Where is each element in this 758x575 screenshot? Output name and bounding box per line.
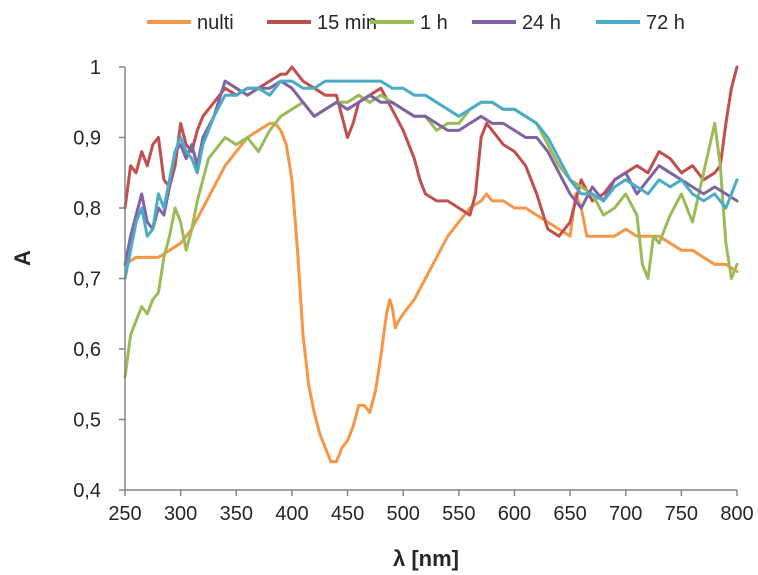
y-tick-label: 1 <box>90 57 101 79</box>
y-axis-title: A <box>10 250 35 266</box>
series-line-1 <box>123 65 739 238</box>
y-tick-label: 0,7 <box>73 269 101 291</box>
x-tick-label: 400 <box>275 503 308 525</box>
x-tick-label: 700 <box>609 503 642 525</box>
legend-label-3: 24 h <box>522 12 561 34</box>
x-tick-label: 550 <box>442 503 475 525</box>
x-tick-label: 500 <box>386 503 419 525</box>
x-tick-label: 300 <box>164 503 197 525</box>
x-axis-title: λ [nm] <box>393 546 459 571</box>
y-tick-label: 0,6 <box>73 339 101 361</box>
plot-area: 0,4 0,5 0,6 0,7 0,8 0,9 1 250 300 350 400 450 500 55… <box>73 57 754 525</box>
y-tick-label: 0,8 <box>73 198 101 220</box>
series-line-4 <box>123 79 739 280</box>
series-line-0 <box>123 121 739 464</box>
x-axis-ticks: 250 300 350 400 450 500 550 600 650 700 750 800 <box>108 490 754 525</box>
y-tick-label: 0,9 <box>73 128 101 150</box>
y-axis-ticks: 0,4 0,5 0,6 0,7 0,8 0,9 1 <box>73 57 125 502</box>
x-tick-label: 450 <box>331 503 364 525</box>
legend-label-1: 15 min <box>317 12 377 34</box>
x-tick-label: 650 <box>553 503 586 525</box>
series-line-3 <box>123 79 739 266</box>
y-tick-label: 0,5 <box>73 410 101 432</box>
x-tick-label: 600 <box>498 503 531 525</box>
series-layer <box>123 65 739 464</box>
legend-label-0: nulti <box>197 12 234 34</box>
y-tick-label: 0,4 <box>73 480 101 502</box>
x-tick-label: 250 <box>108 503 141 525</box>
legend-label-4: 72 h <box>646 12 685 34</box>
legend-label-2: 1 h <box>420 12 448 34</box>
x-tick-label: 350 <box>220 503 253 525</box>
x-tick-label: 800 <box>720 503 753 525</box>
chart-legend: nulti 15 min 1 h 24 h 72 h <box>147 12 685 34</box>
x-tick-label: 750 <box>665 503 698 525</box>
